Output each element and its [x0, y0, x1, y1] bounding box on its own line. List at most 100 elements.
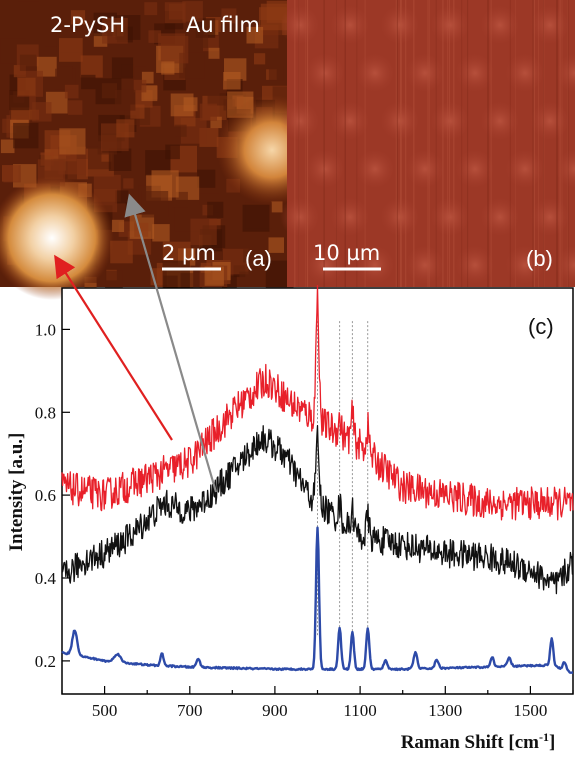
image-b-dot	[355, 53, 395, 93]
x-tick-label: 1300	[428, 701, 462, 720]
image-a-pixel	[165, 144, 180, 160]
image-a-pixel	[162, 260, 190, 288]
image-a-pixel	[13, 122, 39, 149]
red-arrow	[54, 254, 173, 441]
x-ticks: 500 700 900 1100 1300 1500	[61, 686, 574, 720]
image-a-pixel	[141, 191, 169, 218]
image-a-pixel	[223, 72, 241, 90]
x-tick-label: 1100	[343, 701, 376, 720]
image-a-pixel	[3, 165, 21, 183]
image-b-dot	[530, 101, 570, 141]
image-a-bright-spot	[0, 176, 114, 300]
image-a-pixel	[0, 139, 15, 154]
image-b-dot	[280, 197, 320, 237]
image-a-pixel	[152, 224, 170, 242]
image-b-dot	[305, 149, 345, 189]
chart-panel-c: 500 700 900 1100 1300 1500 0.2 0.4 0.6 0.8 1.0 (c…	[6, 285, 574, 753]
x-tick-label: 900	[262, 701, 288, 720]
image-a-pixel	[207, 201, 224, 218]
image-b-dot	[530, 5, 570, 45]
image-b-dot	[380, 5, 420, 45]
image-a-pixel	[210, 116, 222, 129]
image-a-pixel	[182, 1, 203, 22]
image-a-pixel	[148, 30, 162, 43]
image-a-pixel	[59, 38, 83, 62]
image-b-dot	[505, 149, 545, 189]
series-layer	[61, 285, 574, 674]
image-b-dot	[305, 53, 345, 93]
image-a-pixel	[164, 2, 186, 24]
image-a-pixel	[134, 66, 147, 79]
image-a-pixel	[19, 54, 37, 72]
x-axis-title: Raman Shift [cm-1]	[401, 730, 556, 753]
image-a-pixel	[44, 31, 60, 47]
image-panel-b: 10 µm (b)	[280, 0, 575, 287]
image-a-pixel	[197, 169, 216, 188]
image-b-dot	[330, 101, 370, 141]
image-b-dot	[355, 149, 395, 189]
image-b-dot	[380, 101, 420, 141]
image-a-scale-label: 2 µm	[162, 241, 216, 265]
image-b-dot	[405, 53, 445, 93]
image-a-pixel	[81, 74, 96, 90]
y-tick-label: 1.0	[35, 320, 56, 339]
reference-lines	[317, 321, 369, 636]
x-tick-label: 700	[177, 701, 203, 720]
image-a-pixel	[204, 266, 224, 286]
image-b-dot	[430, 5, 470, 45]
y-tick-label: 0.2	[35, 652, 56, 671]
image-b-dot	[380, 197, 420, 237]
gray-arrow	[124, 193, 218, 493]
image-a-pixel	[70, 10, 86, 25]
y-tick-label: 0.4	[35, 569, 57, 588]
y-tick-label: 0.8	[35, 403, 56, 422]
image-a-pixel	[86, 124, 99, 137]
image-a-pixel	[67, 100, 83, 115]
y-tick-label: 0.6	[35, 486, 56, 505]
image-b-texture	[280, 0, 575, 287]
image-a-pixel	[111, 57, 134, 79]
image-a-pixel	[123, 178, 134, 189]
image-a-pixel	[187, 27, 209, 48]
image-a-pixel	[161, 61, 175, 75]
image-b-dot	[330, 197, 370, 237]
image-a-pixel	[174, 124, 187, 137]
image-b-dot	[305, 245, 345, 285]
image-b-dot	[480, 197, 520, 237]
image-a-pixel	[268, 237, 284, 253]
image-b-dot	[280, 101, 320, 141]
image-a-pixel	[32, 102, 52, 122]
image-a-pixel	[59, 66, 73, 80]
image-a-pixel	[111, 219, 125, 232]
image-b-dot	[405, 149, 445, 189]
image-b-dot	[455, 53, 495, 93]
image-b-dot	[430, 101, 470, 141]
image-a-pixel	[268, 65, 284, 81]
image-a-pixel	[243, 249, 257, 263]
image-panel-a: 2-PySH Au film 2 µm (a)	[0, 0, 327, 300]
image-a-pixel	[101, 150, 113, 162]
series-line-1	[61, 425, 574, 595]
chart-panel-label: (c)	[528, 314, 554, 339]
image-a-pixel	[125, 202, 139, 215]
image-b-dot	[455, 149, 495, 189]
image-b-dot	[530, 197, 570, 237]
image-a-pixel	[18, 1, 40, 23]
image-b-dot	[480, 5, 520, 45]
y-ticks: 0.2 0.4 0.6 0.8 1.0	[35, 320, 70, 671]
image-a-pixel	[144, 2, 158, 16]
image-b-dot	[455, 245, 495, 285]
image-a-pixel	[190, 218, 217, 245]
image-a-pixel	[59, 128, 86, 155]
image-b-dot	[280, 5, 320, 45]
image-a-pixel	[221, 8, 237, 24]
series-line-2	[61, 526, 574, 674]
image-a-pixel	[239, 271, 253, 286]
image-a-pixel	[242, 204, 270, 232]
image-b-dot	[430, 197, 470, 237]
series-line-0	[61, 285, 574, 521]
image-a-pixel	[160, 35, 189, 64]
x-tick-label: 500	[92, 701, 118, 720]
image-a-pixel	[102, 17, 128, 44]
